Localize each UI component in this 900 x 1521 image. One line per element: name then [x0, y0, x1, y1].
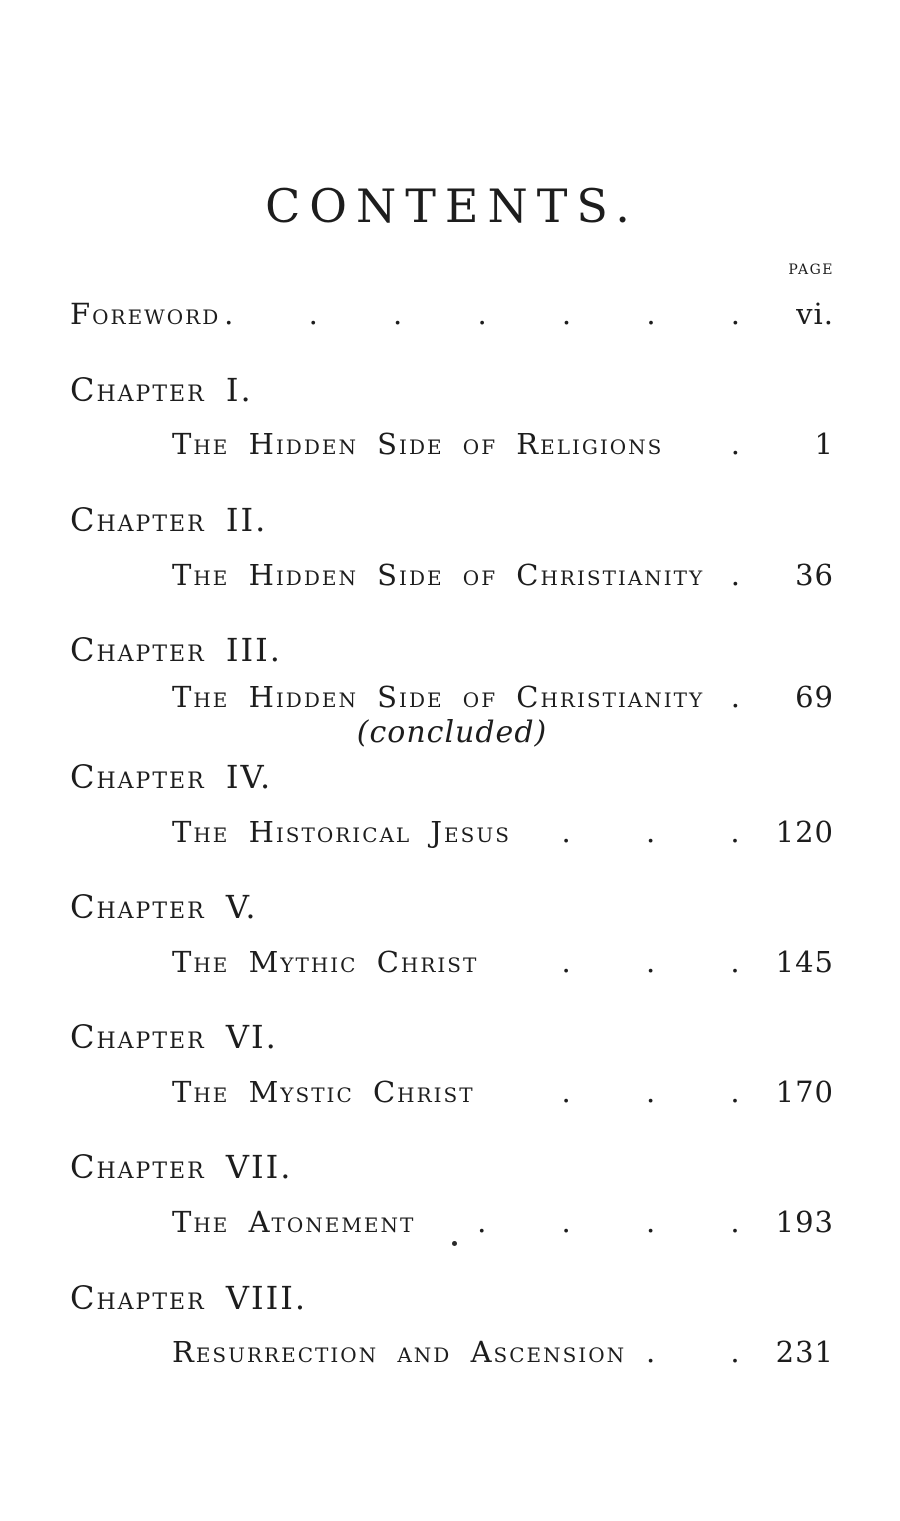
page-number: vi. [796, 297, 834, 332]
toc-entry: The Hidden Side of Christianity . 36 [172, 557, 834, 592]
chapter-heading: Chapter VI. [70, 1018, 278, 1057]
dot-leader: . . . . . . . [224, 298, 742, 332]
entry-title: The Hidden Side of Christianity [172, 557, 705, 592]
dot-leader: . . [645, 1336, 742, 1370]
toc-chapter-3: Chapter III. The Hidden Side of Christia… [70, 632, 834, 749]
page-number: 145 [775, 944, 834, 979]
dot-leader: . . . [561, 945, 742, 979]
page-number: 231 [775, 1335, 834, 1370]
page-number: 193 [775, 1205, 834, 1240]
toc-chapter-2: Chapter II. The Hidden Side of Christian… [70, 500, 834, 592]
toc-chapter-8: Chapter VIII. Resurrection and Ascension… [70, 1278, 834, 1370]
page-number: 69 [795, 679, 834, 714]
entry-title: The Hidden Side of Christianity [172, 679, 705, 714]
toc-chapter-1: Chapter I. The Hidden Side of Religions … [70, 370, 834, 462]
dot-leader: . . . [561, 1076, 742, 1110]
chapter-heading: Chapter V. [70, 888, 258, 927]
chapter-heading: Chapter IV. [70, 758, 273, 797]
dot-leader: . [730, 428, 742, 462]
toc-entry: The Historical Jesus . . . 120 [172, 814, 834, 849]
chapter-heading: Chapter VIII. [70, 1278, 308, 1317]
toc-chapter-5: Chapter V. The Mythic Christ . . . 145 [70, 889, 834, 979]
entry-title: The Atonement [172, 1205, 416, 1240]
page-column-label: PAGE [788, 261, 834, 278]
toc-entry: The Mystic Christ . . . 170 [172, 1075, 834, 1110]
dot-leader: . [730, 680, 742, 714]
chapter-heading: Chapter I. [70, 370, 253, 409]
toc-chapter-7: Chapter VII. The Atonement . . . . 193 [70, 1149, 834, 1239]
entry-title: The Hidden Side of Religions [172, 427, 664, 462]
page-number: 120 [775, 814, 834, 849]
ink-speck [452, 1241, 457, 1246]
toc-entry: The Hidden Side of Religions . 1 [172, 427, 834, 462]
dot-leader: . [730, 558, 742, 592]
toc-chapter-6: Chapter VI. The Mystic Christ . . . 170 [70, 1019, 834, 1109]
chapter-heading: Chapter VII. [70, 1148, 293, 1187]
entry-title: The Mythic Christ [172, 944, 479, 979]
toc-chapter-4: Chapter IV. The Historical Jesus . . . 1… [70, 759, 834, 849]
toc-entry: The Mythic Christ . . . 145 [172, 944, 834, 979]
chapter-heading: Chapter III. [70, 630, 282, 669]
toc-entry-foreword: Foreword . . . . . . . vi. [70, 297, 834, 332]
page-title: CONTENTS. [265, 179, 639, 233]
dot-leader: . . . [561, 815, 742, 849]
entry-title: Resurrection and Ascension [172, 1335, 627, 1370]
dot-leader: . . . . [477, 1206, 742, 1240]
entry-title: The Historical Jesus [172, 814, 511, 849]
toc-entry: The Atonement . . . . 193 [172, 1205, 834, 1240]
entry-title: The Mystic Christ [172, 1075, 475, 1110]
toc-entry: Resurrection and Ascension . . 231 [172, 1335, 834, 1370]
toc-entry: The Hidden Side of Christianity . 69 [172, 679, 834, 714]
chapter-note: (concluded) [356, 715, 548, 751]
chapter-heading: Chapter II. [70, 500, 268, 539]
page-number: 1 [814, 427, 834, 462]
page-number: 36 [795, 557, 834, 592]
page-number: 170 [775, 1075, 834, 1110]
foreword-label: Foreword [70, 297, 221, 332]
